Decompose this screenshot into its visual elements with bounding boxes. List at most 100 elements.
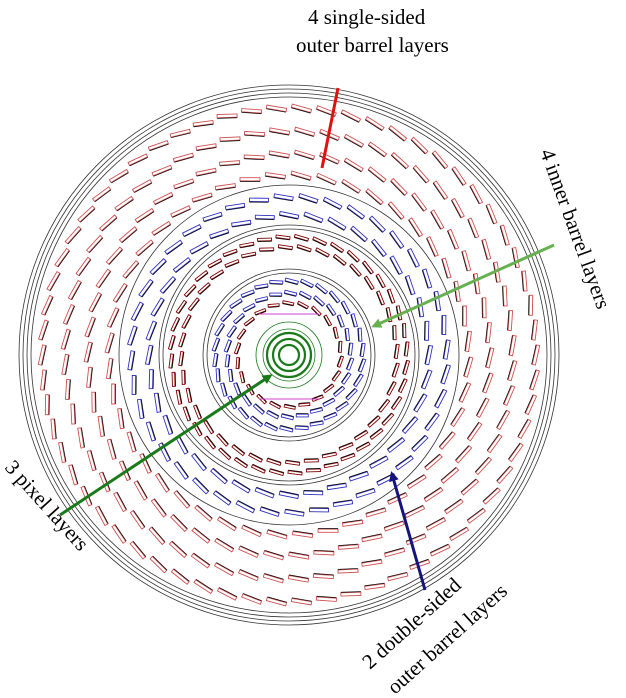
module-backing xyxy=(531,344,537,365)
module-backing xyxy=(290,174,311,181)
detector-module xyxy=(322,397,336,408)
detector-module xyxy=(88,292,102,313)
detector-module xyxy=(309,507,329,513)
detector-module xyxy=(266,529,288,540)
detector-module xyxy=(412,164,430,184)
module-backing xyxy=(303,215,322,224)
detector-module xyxy=(252,403,265,415)
module-backing xyxy=(237,500,255,510)
module-backing xyxy=(423,487,441,499)
module-backing xyxy=(255,311,267,316)
detector-module xyxy=(172,152,194,163)
detector-module xyxy=(219,136,241,142)
detector-module xyxy=(224,258,240,268)
module-backing xyxy=(294,237,308,242)
detector-module xyxy=(473,273,481,295)
module-backing xyxy=(173,318,181,332)
detector-module xyxy=(309,420,324,427)
detector-module xyxy=(434,388,448,409)
detector-module xyxy=(170,568,190,585)
detector-module xyxy=(263,422,279,432)
module-backing xyxy=(323,200,341,210)
detector-module xyxy=(303,211,324,223)
module-backing xyxy=(268,154,289,159)
module-backing xyxy=(424,321,426,341)
module-layer xyxy=(104,170,474,540)
module-backing xyxy=(387,437,403,450)
module-backing xyxy=(225,207,245,211)
module-backing xyxy=(41,345,47,366)
module-backing xyxy=(469,186,480,205)
detector-module xyxy=(61,353,70,376)
detector-module xyxy=(192,477,210,495)
detector-module xyxy=(331,370,342,382)
module-backing xyxy=(116,491,127,510)
module-backing xyxy=(386,381,394,394)
detector-module xyxy=(169,128,191,138)
module-backing xyxy=(440,364,447,383)
detector-module xyxy=(327,216,347,231)
module-backing xyxy=(311,308,320,317)
detector-module xyxy=(290,170,312,181)
detector-module xyxy=(411,434,429,452)
module-backing xyxy=(450,407,462,425)
detector-module xyxy=(388,125,408,142)
module-backing xyxy=(386,290,393,304)
detector-module xyxy=(170,316,180,332)
detector-module xyxy=(282,300,295,306)
detector-module xyxy=(390,151,410,170)
module-backing xyxy=(482,487,498,502)
detector-module xyxy=(147,139,169,151)
module-backing xyxy=(291,597,312,602)
detector-module xyxy=(312,573,335,580)
detector-module xyxy=(326,483,347,491)
module-backing xyxy=(361,559,382,563)
module-backing xyxy=(90,450,97,470)
module-backing xyxy=(178,435,189,453)
detector-module xyxy=(314,282,329,295)
module-backing xyxy=(184,227,202,238)
module-backing xyxy=(340,302,348,315)
module-backing xyxy=(313,549,334,552)
detector-module xyxy=(517,418,532,440)
module-backing xyxy=(242,292,255,299)
module-backing xyxy=(433,291,437,311)
support-ring xyxy=(18,84,560,626)
detector-module xyxy=(264,171,287,180)
module-backing xyxy=(267,529,288,536)
module-backing xyxy=(486,433,500,451)
detector-module xyxy=(284,509,305,517)
module-backing xyxy=(517,419,529,437)
module-backing xyxy=(384,547,404,554)
detector-module xyxy=(447,228,460,250)
module-backing xyxy=(255,218,275,220)
module-backing xyxy=(61,442,67,462)
detector-module xyxy=(250,464,266,474)
module-backing xyxy=(239,330,247,340)
module-backing xyxy=(270,468,284,473)
module-backing xyxy=(367,169,384,183)
module-backing xyxy=(388,128,405,142)
detector-module xyxy=(173,178,195,190)
module-backing xyxy=(121,229,138,243)
module-backing xyxy=(255,403,265,412)
module-backing xyxy=(430,211,441,230)
detector-module xyxy=(368,215,386,233)
detector-module xyxy=(364,583,386,591)
detector-module xyxy=(233,342,242,355)
detector-module xyxy=(508,442,524,463)
detector-module xyxy=(86,450,97,472)
detector-module xyxy=(365,507,387,518)
module-backing xyxy=(43,370,47,391)
detector-module xyxy=(461,250,472,272)
detector-module xyxy=(443,339,451,360)
detector-module xyxy=(361,533,383,543)
module-backing xyxy=(476,397,486,416)
detector-module xyxy=(242,302,256,313)
module-backing xyxy=(116,199,134,212)
module-backing xyxy=(335,400,347,409)
detector-module xyxy=(240,289,255,298)
module-backing xyxy=(350,314,355,328)
detector-module xyxy=(136,398,145,420)
detector-module xyxy=(391,362,400,378)
